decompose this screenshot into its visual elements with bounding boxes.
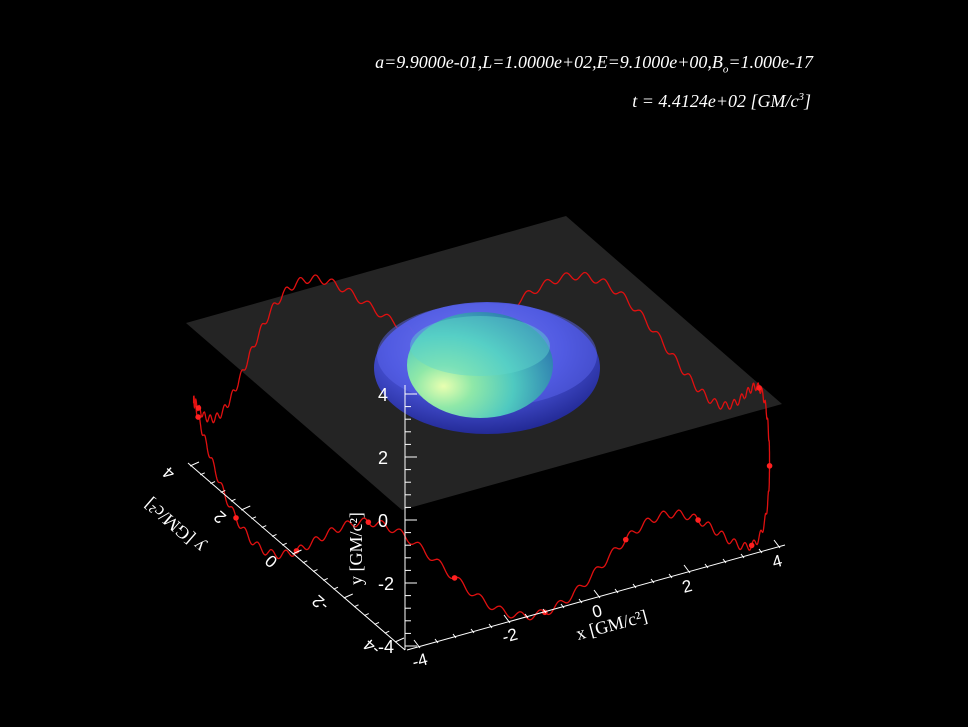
params-main: a=9.9000e-01,L=1.0000e+02,E=9.1000e+00,B bbox=[375, 52, 723, 72]
x-tick bbox=[434, 638, 439, 644]
y-tick bbox=[374, 621, 380, 625]
x-tick bbox=[452, 633, 457, 639]
trajectory-marker bbox=[766, 463, 773, 469]
y-tick bbox=[241, 505, 251, 511]
y-tick bbox=[230, 498, 236, 502]
y-tick-label: -2 bbox=[308, 591, 332, 615]
x-tick bbox=[773, 539, 781, 549]
x-tick bbox=[470, 628, 475, 634]
trajectory-marker bbox=[233, 515, 239, 521]
y-axis bbox=[187, 461, 406, 651]
trajectory-marker bbox=[195, 405, 202, 411]
x-tick bbox=[758, 548, 763, 554]
y-tick-label: 2 bbox=[210, 507, 230, 528]
y-tick bbox=[200, 472, 205, 476]
trajectory-marker bbox=[756, 385, 762, 391]
y-tick bbox=[364, 613, 369, 617]
y-axis-label: y [GM/c²] bbox=[140, 494, 208, 557]
x-tick-label: 4 bbox=[770, 551, 784, 572]
y-tick bbox=[292, 549, 302, 555]
x-tick bbox=[668, 573, 673, 579]
z-tick-label: 2 bbox=[378, 448, 388, 468]
trajectory-front bbox=[192, 381, 771, 621]
z-tick-label: -4 bbox=[378, 637, 394, 657]
x-tick bbox=[524, 613, 529, 619]
x-tick-label: 2 bbox=[680, 576, 694, 597]
x-tick bbox=[704, 563, 709, 569]
x-tick bbox=[722, 558, 727, 564]
trajectory-marker bbox=[365, 519, 372, 525]
y-tick bbox=[343, 593, 353, 599]
trajectory-marker bbox=[695, 517, 701, 523]
x-tick bbox=[503, 614, 511, 624]
x-tick bbox=[413, 639, 421, 649]
x-tick bbox=[560, 603, 565, 609]
z-tick-label: 0 bbox=[378, 511, 388, 531]
trajectory-marker bbox=[195, 414, 201, 420]
y-tick bbox=[189, 461, 200, 467]
y-tick bbox=[333, 586, 339, 590]
x-tick bbox=[593, 589, 601, 599]
z-tick-label: 4 bbox=[378, 385, 388, 405]
y-tick bbox=[251, 516, 257, 520]
x-axis-label: x [GM/c²] bbox=[574, 606, 650, 644]
x-tick bbox=[632, 583, 637, 589]
parameters-readout: a=9.9000e-01,L=1.0000e+02,E=9.1000e+00,B… bbox=[375, 52, 813, 76]
trajectory-marker bbox=[293, 548, 300, 554]
trajectory-marker bbox=[622, 536, 629, 543]
y-tick bbox=[220, 489, 226, 493]
trajectory-marker bbox=[748, 542, 755, 549]
x-axis bbox=[406, 539, 786, 651]
y-tick bbox=[353, 604, 359, 608]
x-tick bbox=[488, 623, 493, 629]
y-tick bbox=[261, 525, 267, 529]
params-subscript: o bbox=[722, 63, 729, 76]
y-tick bbox=[394, 637, 405, 643]
x-tick-label: -2 bbox=[500, 625, 520, 647]
time-suffix: ] bbox=[803, 91, 811, 111]
y-tick bbox=[384, 630, 390, 634]
time-readout: t = 4.4124e+02 [GM/c3] bbox=[632, 91, 811, 112]
trajectory-marker bbox=[451, 575, 458, 581]
z-axis-label: y [GM/c²] bbox=[346, 512, 366, 585]
x-tick bbox=[542, 608, 547, 614]
y-tick bbox=[312, 569, 318, 573]
x-tick bbox=[650, 578, 655, 584]
y-tick bbox=[282, 542, 287, 546]
x-tick-label: -4 bbox=[410, 650, 430, 672]
x-tick bbox=[614, 588, 619, 594]
y-tick-label: 4 bbox=[159, 463, 179, 484]
z-axis bbox=[404, 385, 417, 650]
time-superscript: 3 bbox=[798, 91, 804, 103]
time-prefix: t = 4.4124e+02 [GM/c bbox=[632, 91, 799, 111]
trajectory-back bbox=[203, 271, 745, 424]
y-tick bbox=[271, 533, 277, 537]
x-tick bbox=[683, 564, 691, 574]
y-tick bbox=[302, 560, 308, 564]
params-tail: =1.000e-17 bbox=[728, 52, 813, 72]
trajectory-markers bbox=[195, 385, 773, 616]
z-tick-label: -2 bbox=[378, 574, 394, 594]
x-tick bbox=[740, 553, 745, 559]
y-tick bbox=[210, 481, 216, 485]
event-horizon bbox=[407, 312, 553, 418]
x-tick bbox=[578, 598, 583, 604]
y-tick bbox=[323, 577, 328, 581]
